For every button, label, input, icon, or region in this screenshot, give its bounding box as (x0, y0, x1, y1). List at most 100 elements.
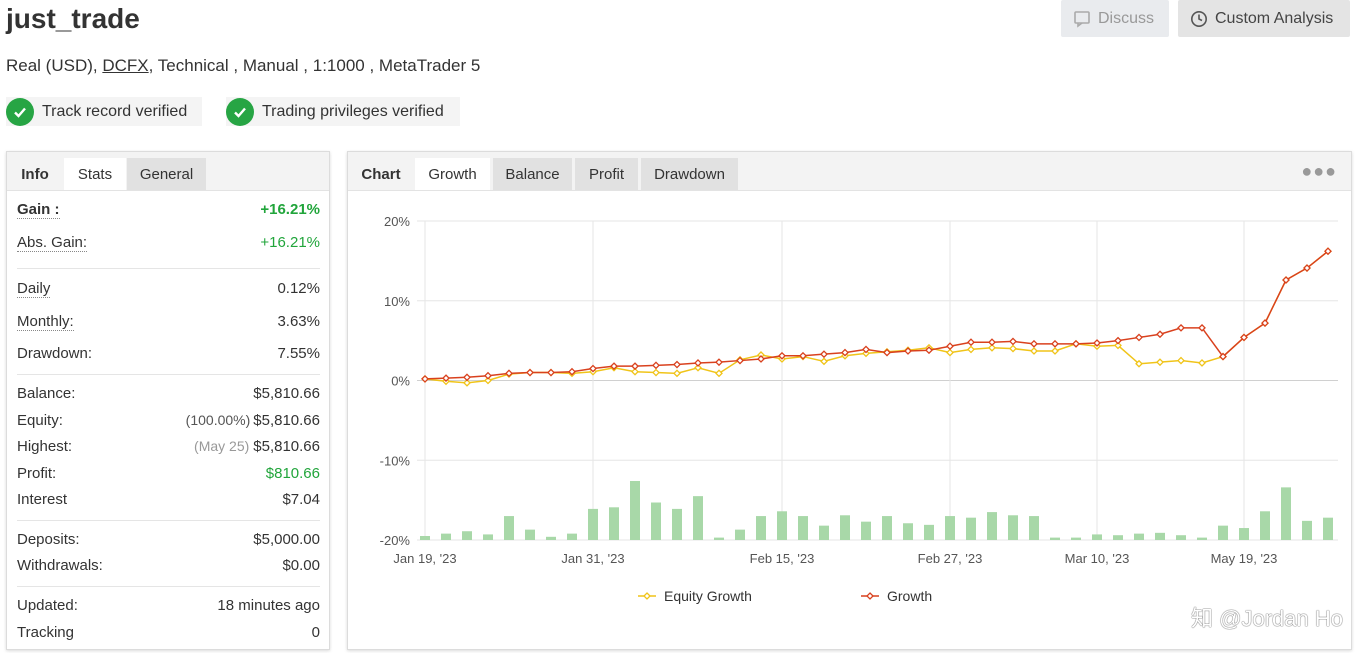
volume-bar (966, 517, 976, 540)
data-point (1051, 339, 1059, 348)
volume-bar (714, 537, 724, 540)
divider (17, 268, 320, 269)
volume-bar (945, 516, 955, 540)
data-point (1030, 347, 1038, 355)
data-point (505, 369, 513, 378)
volume-bar (882, 516, 892, 540)
account-details-rest: , Technical , Manual , 1:1000 , MetaTrad… (148, 56, 481, 75)
custom-analysis-button[interactable]: Custom Analysis (1178, 0, 1350, 37)
badge-label: Trading privileges verified (262, 102, 444, 120)
volume-bar (630, 480, 640, 540)
x-tick-label: Jan 31, '23 (561, 551, 624, 566)
data-point (421, 374, 429, 383)
tab-drawdown[interactable]: Drawdown (641, 158, 738, 190)
profit-label: Profit: (17, 465, 57, 482)
data-point (526, 368, 534, 377)
highest-note: (May 25) (194, 438, 250, 454)
tab-balance[interactable]: Balance (493, 158, 572, 190)
discuss-button[interactable]: Discuss (1061, 0, 1169, 37)
broker-link[interactable]: DCFX (102, 56, 149, 75)
divider (17, 586, 320, 587)
legend-marker (643, 592, 651, 600)
data-point (820, 350, 828, 359)
trading-privileges-badge: Trading privileges verified (226, 97, 460, 126)
volume-bar (504, 516, 514, 540)
monthly-value: 3.63% (277, 313, 320, 330)
ellipsis-icon[interactable]: ●●● (1301, 161, 1337, 181)
abs-gain-row: Abs. Gain: +16.21% (17, 234, 320, 252)
tab-chart[interactable]: Chart (361, 165, 401, 183)
daily-label[interactable]: Daily (17, 280, 51, 298)
volume-bar (588, 508, 598, 540)
data-point (757, 355, 765, 363)
tab-growth[interactable]: Growth (415, 158, 490, 190)
page-title: just_trade (6, 3, 140, 34)
volume-bar (567, 533, 577, 540)
data-point (652, 361, 660, 370)
daily-value: 0.12% (277, 280, 320, 297)
data-point (967, 338, 975, 347)
data-point (1114, 336, 1122, 345)
data-point (1282, 276, 1290, 284)
tab-stats[interactable]: Stats (64, 158, 126, 190)
data-point (736, 356, 744, 365)
y-tick-label: 0% (391, 374, 410, 389)
divider (17, 374, 320, 375)
chart-tabbar: Chart Growth Balance Profit Drawdown ●●● (348, 152, 1351, 191)
data-point (484, 376, 492, 385)
drawdown-label: Drawdown: (17, 345, 93, 362)
abs-gain-value: +16.21% (260, 234, 320, 251)
volume-bar (987, 512, 997, 540)
data-point (1072, 339, 1080, 348)
data-point (463, 373, 471, 382)
check-icon (6, 97, 34, 126)
x-tick-label: Feb 15, '23 (750, 551, 815, 566)
tab-info[interactable]: Info (21, 165, 49, 183)
tab-general[interactable]: General (127, 158, 206, 190)
volume-bar (777, 511, 787, 540)
equity-value: $5,810.66 (253, 412, 320, 429)
data-point (799, 351, 807, 360)
volume-bar (1155, 532, 1165, 540)
data-point (1009, 337, 1017, 346)
equity-row: Equity: (100.00%) $5,810.66 (17, 412, 320, 429)
updated-label: Updated: (17, 597, 78, 614)
data-point (673, 360, 681, 369)
volume-bar (798, 516, 808, 540)
volume-bar (672, 508, 682, 540)
volume-bar (483, 534, 493, 540)
data-point (442, 374, 450, 383)
volume-bar (693, 496, 703, 540)
balance-label: Balance: (17, 385, 76, 402)
tracking-label: Tracking (17, 624, 74, 641)
data-point (820, 357, 828, 366)
data-point (547, 368, 555, 377)
custom-analysis-label: Custom Analysis (1215, 9, 1334, 27)
deposits-label: Deposits: (17, 531, 80, 548)
data-point (904, 347, 912, 355)
data-point (988, 343, 996, 352)
drawdown-value: 7.55% (277, 345, 320, 362)
data-point (1135, 333, 1143, 342)
y-tick-label: -10% (380, 453, 411, 468)
volume-bar (819, 525, 829, 540)
data-point (1198, 323, 1206, 332)
monthly-label[interactable]: Monthly: (17, 313, 74, 331)
divider (17, 520, 320, 521)
volume-bar (546, 536, 556, 540)
series-line (424, 250, 1329, 380)
profit-row: Profit: $810.66 (17, 465, 320, 482)
tab-profit[interactable]: Profit (575, 158, 638, 190)
drawdown-row: Drawdown: 7.55% (17, 345, 320, 362)
balance-value: $5,810.66 (253, 385, 320, 402)
equity-label: Equity: (17, 412, 63, 429)
interest-label: Interest (17, 491, 68, 508)
volume-bar (1071, 537, 1081, 540)
abs-gain-label[interactable]: Abs. Gain: (17, 234, 88, 252)
gain-value: +16.21% (260, 201, 320, 218)
data-point (1219, 352, 1227, 361)
gain-label[interactable]: Gain : (17, 201, 60, 219)
badge-label: Track record verified (42, 102, 188, 120)
volume-bar (1281, 487, 1291, 540)
withdrawals-row: Withdrawals: $0.00 (17, 557, 320, 574)
